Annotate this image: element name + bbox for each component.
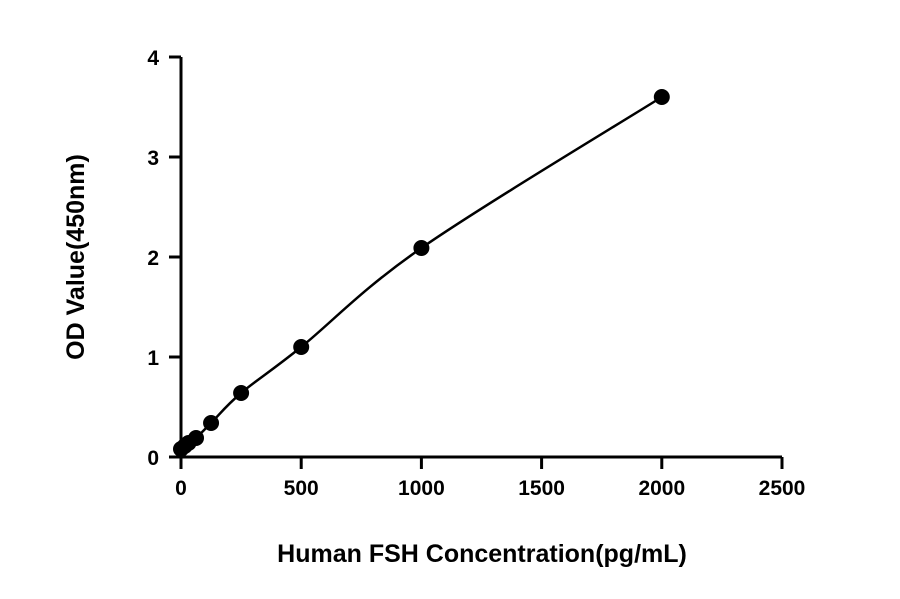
x-tick-label: 0 <box>175 477 187 500</box>
y-tick-label: 1 <box>147 347 159 370</box>
axes: 0 500 1000 1500 2000 2500 0 1 2 3 4 <box>147 47 805 500</box>
data-point <box>203 415 220 431</box>
y-axis-label: OD Value(450nm) <box>62 154 90 360</box>
y-tick-label: 4 <box>147 47 159 70</box>
x-tick-label: 2000 <box>638 477 685 500</box>
data-point <box>413 240 430 256</box>
y-tick-label: 0 <box>147 447 159 470</box>
y-tick-label: 2 <box>147 247 159 270</box>
x-tick-label: 1500 <box>518 477 565 500</box>
data-point <box>653 89 670 105</box>
fit-curve <box>180 95 663 450</box>
x-axis-label: Human FSH Concentration(pg/mL) <box>277 540 687 568</box>
y-tick-label: 3 <box>147 147 159 170</box>
data-point <box>293 339 310 355</box>
x-tick-label: 1000 <box>398 477 445 500</box>
x-tick-label: 2500 <box>759 477 806 500</box>
data-point <box>188 430 205 446</box>
data-point <box>233 385 250 401</box>
data-points <box>173 89 670 457</box>
x-tick-label: 500 <box>284 477 319 500</box>
